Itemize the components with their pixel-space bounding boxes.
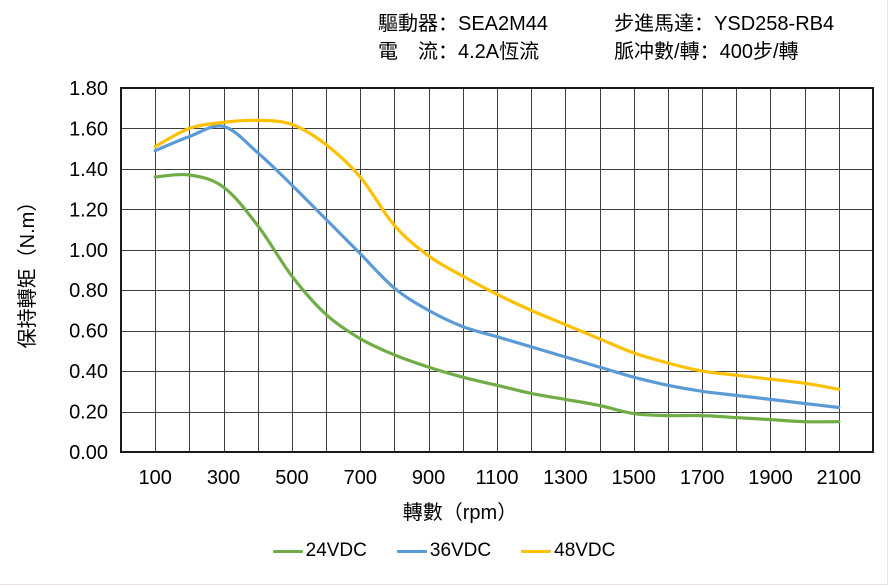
pulses-row: 脈冲數/轉： 400步/轉 [614, 38, 834, 66]
current-label: 電 流： [378, 41, 458, 63]
driver-value: SEA2M44 [458, 13, 549, 35]
y-tick-label: 1.60 [69, 118, 108, 140]
y-tick-label: 0.00 [69, 442, 108, 464]
driver-label: 驅動器： [378, 13, 458, 35]
y-tick-label: 1.00 [69, 240, 108, 262]
legend-line-icon [272, 549, 303, 553]
y-tick-label: 0.80 [69, 280, 108, 302]
x-tick-label: 300 [207, 467, 240, 489]
legend-line-icon [396, 549, 427, 553]
legend-label: 48VDC [554, 540, 616, 561]
y-tick-label: 1.20 [69, 199, 108, 221]
y-axis-title: 保持轉矩（N.m） [16, 192, 39, 349]
pulses-value: 400步/轉 [719, 41, 799, 63]
x-tick-labels: 100 300 500 700 900 1100 1300 1500 1700 1900 2100 [139, 467, 862, 489]
plot-border [120, 87, 874, 453]
x-tick-label: 700 [344, 467, 377, 489]
pulses-label: 脈冲數/轉： [614, 41, 720, 63]
motor-value: YSD258-RB4 [714, 13, 835, 35]
curve-24vdc [153, 172, 841, 424]
y-tick-label: 0.40 [69, 361, 108, 383]
x-tick-label: 100 [139, 467, 172, 489]
legend-line-icon [521, 549, 552, 553]
current-value: 4.2A恆流 [458, 41, 540, 63]
legend-label: 24VDC [305, 540, 367, 561]
motor-row: 步進馬達： YSD258-RB4 [614, 10, 834, 38]
legend-label: 36VDC [429, 540, 492, 561]
x-tick-label: 1700 [680, 467, 725, 489]
x-tick-label: 1900 [748, 467, 793, 489]
legend-item-48vdc: 48VDC [521, 540, 615, 562]
x-axis-title: 轉數（rpm） [403, 501, 517, 524]
y-tick-label: 1.80 [69, 78, 108, 100]
y-tick-label: 0.60 [69, 321, 108, 343]
current-row: 電 流： 4.2A恆流 [378, 38, 548, 66]
header-left-column: 驅動器： SEA2M44 電 流： 4.2A恆流 [378, 10, 548, 66]
y-tick-label: 1.40 [69, 159, 108, 181]
curve-36vdc [153, 124, 841, 410]
x-tick-label: 2100 [817, 467, 862, 489]
x-tick-label: 900 [412, 467, 445, 489]
y-tick-labels: 0.00 0.20 0.40 0.60 0.80 1.00 1.20 1.40 1.60 1.80 [69, 78, 108, 464]
motor-label: 步進馬達： [614, 13, 715, 35]
legend-item-36vdc: 36VDC [396, 540, 492, 562]
x-tick-label: 1500 [611, 467, 656, 489]
curve-48vdc [153, 118, 841, 391]
chart-header: 驅動器： SEA2M44 電 流： 4.2A恆流 步進馬達： YSD258-RB… [378, 10, 834, 66]
driver-row: 驅動器： SEA2M44 [378, 10, 548, 38]
x-tick-label: 1300 [543, 467, 588, 489]
chart-legend: 24VDC 36VDC 48VDC [0, 540, 887, 562]
x-tick-label: 1100 [475, 467, 518, 489]
legend-item-24vdc: 24VDC [272, 540, 367, 562]
x-tick-label: 500 [275, 467, 308, 489]
curves [153, 118, 841, 424]
header-right-column: 步進馬達： YSD258-RB4 脈冲數/轉： 400步/轉 [614, 10, 834, 66]
y-tick-label: 0.20 [69, 402, 108, 424]
